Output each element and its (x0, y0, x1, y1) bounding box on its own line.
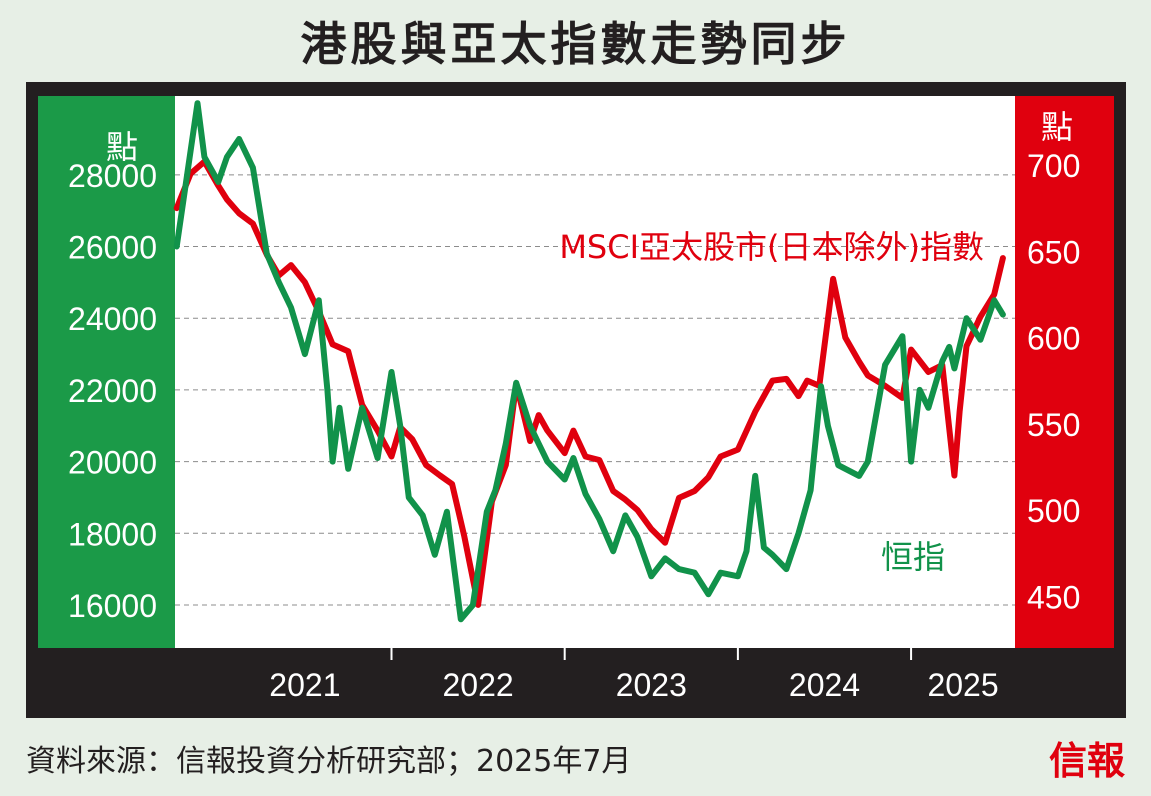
left-axis-unit: 點 (106, 128, 138, 166)
left-axis-tick-label: 28000 (68, 158, 157, 194)
left-axis-tick-label: 16000 (68, 588, 157, 624)
x-axis-tick-label: 2023 (616, 667, 687, 703)
right-axis-tick-label: 500 (1027, 493, 1080, 529)
right-axis-tick-label: 650 (1027, 234, 1080, 270)
x-axis-tick-label: 2021 (269, 667, 340, 703)
plot-area (175, 96, 1015, 648)
right-axis-tick-label: 450 (1027, 579, 1080, 615)
msci-series-line (173, 158, 1006, 608)
x-axis-tick-label: 2022 (442, 667, 513, 703)
right-axis-panel (1015, 96, 1114, 648)
right-axis-tick-label: 700 (1027, 148, 1080, 184)
left-axis-tick-label: 24000 (68, 301, 157, 337)
x-axis-tick-label: 2024 (789, 667, 860, 703)
source-note: 資料來源：信報投資分析研究部；2025年7月 (26, 744, 632, 779)
chart-frame: 16000 18000 20000 22000 24000 26000 28000 點 450 5… (26, 82, 1126, 718)
right-axis-unit: 點 (1041, 108, 1073, 146)
brand-logo: 信報 (1048, 738, 1125, 783)
right-axis-tick-label: 550 (1027, 407, 1080, 443)
right-axis-tick-label: 600 (1027, 321, 1080, 357)
hsi-series-line (173, 100, 1006, 623)
left-axis-tick-label: 22000 (68, 373, 157, 409)
left-axis-tick-label: 18000 (68, 516, 157, 552)
msci-series-label: MSCI亞太股市(日本除外)指數 (559, 228, 984, 266)
left-axis-tick-label: 26000 (68, 230, 157, 266)
chart-title: 港股與亞太指數走勢同步 (300, 17, 851, 71)
chart-svg: 16000180002000022000240002600028000點4505… (38, 96, 1114, 703)
left-axis-tick-label: 20000 (68, 445, 157, 481)
left-axis-panel (38, 96, 175, 648)
hsi-series-label: 恒指 (881, 538, 945, 576)
x-axis-tick-label: 2025 (927, 667, 998, 703)
